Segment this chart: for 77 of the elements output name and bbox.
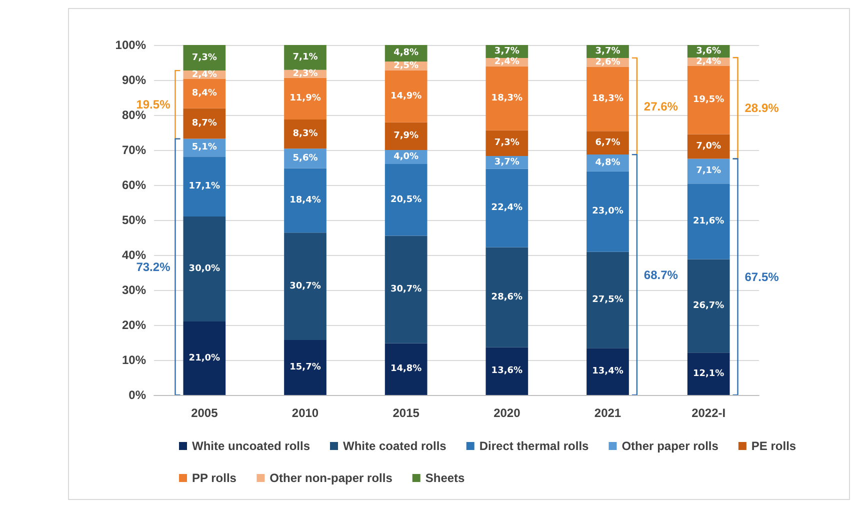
data-label: 7,9% [394, 131, 419, 142]
data-label: 4,8% [595, 158, 620, 168]
legend-label: White coated rolls [343, 439, 447, 453]
data-label: 3,6% [696, 46, 722, 56]
data-label: 12,1% [692, 368, 724, 379]
data-label: 7,1% [292, 52, 318, 62]
data-label: 23,0% [592, 206, 624, 217]
data-label: 5,6% [292, 153, 318, 164]
data-label: 4,0% [394, 152, 419, 162]
legend-label: Direct thermal rolls [479, 439, 590, 453]
y-tick-label: 90% [122, 73, 146, 87]
legend-label: PE rolls [751, 439, 796, 453]
y-tick-label: 100% [115, 38, 146, 52]
data-label: 18,4% [290, 195, 321, 206]
data-label: 13,4% [592, 366, 624, 377]
x-tick-label: 2022-I [692, 406, 726, 420]
data-label: 7,3% [494, 138, 520, 148]
annotation: 73.2% [136, 260, 171, 274]
annotation: 68.7% [644, 268, 678, 282]
legend-label: Other non-paper rolls [270, 471, 393, 485]
data-label: 7,0% [696, 142, 722, 152]
y-tick-label: 10% [122, 353, 146, 367]
legend-label: Sheets [425, 471, 466, 485]
data-label: 2,3% [292, 68, 318, 79]
data-label: 30,7% [390, 284, 422, 294]
data-label: 14,8% [390, 364, 422, 374]
legend-label: Other paper rolls [622, 439, 719, 453]
data-label: 26,7% [692, 300, 724, 311]
data-label: 2,6% [595, 58, 620, 68]
data-label: 11,9% [290, 94, 321, 104]
legend-label: White uncoated rolls [192, 439, 310, 453]
data-label: 19,5% [692, 95, 724, 106]
y-tick-label: 60% [122, 178, 146, 192]
data-label: 8,4% [192, 88, 217, 99]
data-label: 8,7% [192, 118, 217, 129]
data-label: 3,7% [494, 46, 520, 56]
data-label: 7,3% [192, 52, 217, 63]
data-label: 2,4% [696, 56, 722, 67]
annotation: 27.6% [644, 99, 678, 114]
y-tick-label: 30% [122, 283, 146, 297]
data-label: 3,7% [494, 157, 520, 168]
x-tick-label: 2021 [594, 406, 622, 420]
annotation: 28.9% [744, 101, 780, 116]
y-tick-label: 20% [122, 318, 146, 332]
data-label: 20,5% [390, 194, 422, 205]
data-label: 2,4% [192, 70, 217, 80]
x-tick-label: 2010 [292, 406, 319, 420]
data-label: 17,1% [188, 182, 220, 192]
y-tick-label: 40% [122, 248, 146, 262]
data-label: 8,3% [292, 129, 318, 140]
data-label: 18,3% [491, 93, 523, 104]
data-label: 2,5% [394, 60, 419, 71]
y-tick-label: 0% [128, 388, 146, 402]
legend-label: PP rolls [192, 471, 237, 485]
data-label: 6,7% [595, 138, 620, 148]
data-label: 13,6% [491, 366, 523, 376]
data-label: 21,6% [692, 216, 724, 226]
y-tick-label: 50% [122, 213, 146, 227]
data-label: 18,3% [592, 94, 624, 104]
annotation: 67.5% [744, 270, 780, 284]
data-label: 30,7% [290, 281, 321, 292]
data-label: 7,1% [696, 166, 722, 176]
data-label: 2,4% [494, 57, 520, 68]
data-label: 5,1% [192, 142, 217, 153]
data-label: 28,6% [491, 292, 523, 302]
x-tick-label: 2020 [494, 406, 521, 420]
data-label: 30,0% [188, 264, 220, 274]
data-label: 14,9% [390, 91, 422, 102]
data-label: 15,7% [290, 362, 321, 373]
x-tick-label: 2015 [392, 406, 420, 420]
data-label: 21,0% [188, 353, 220, 364]
data-label: 3,7% [595, 46, 620, 56]
data-label: 4,8% [394, 48, 419, 58]
x-tick-label: 2005 [191, 406, 218, 420]
data-label: 22,4% [491, 203, 523, 214]
data-label: 27,5% [592, 294, 624, 305]
y-tick-label: 70% [122, 143, 146, 157]
